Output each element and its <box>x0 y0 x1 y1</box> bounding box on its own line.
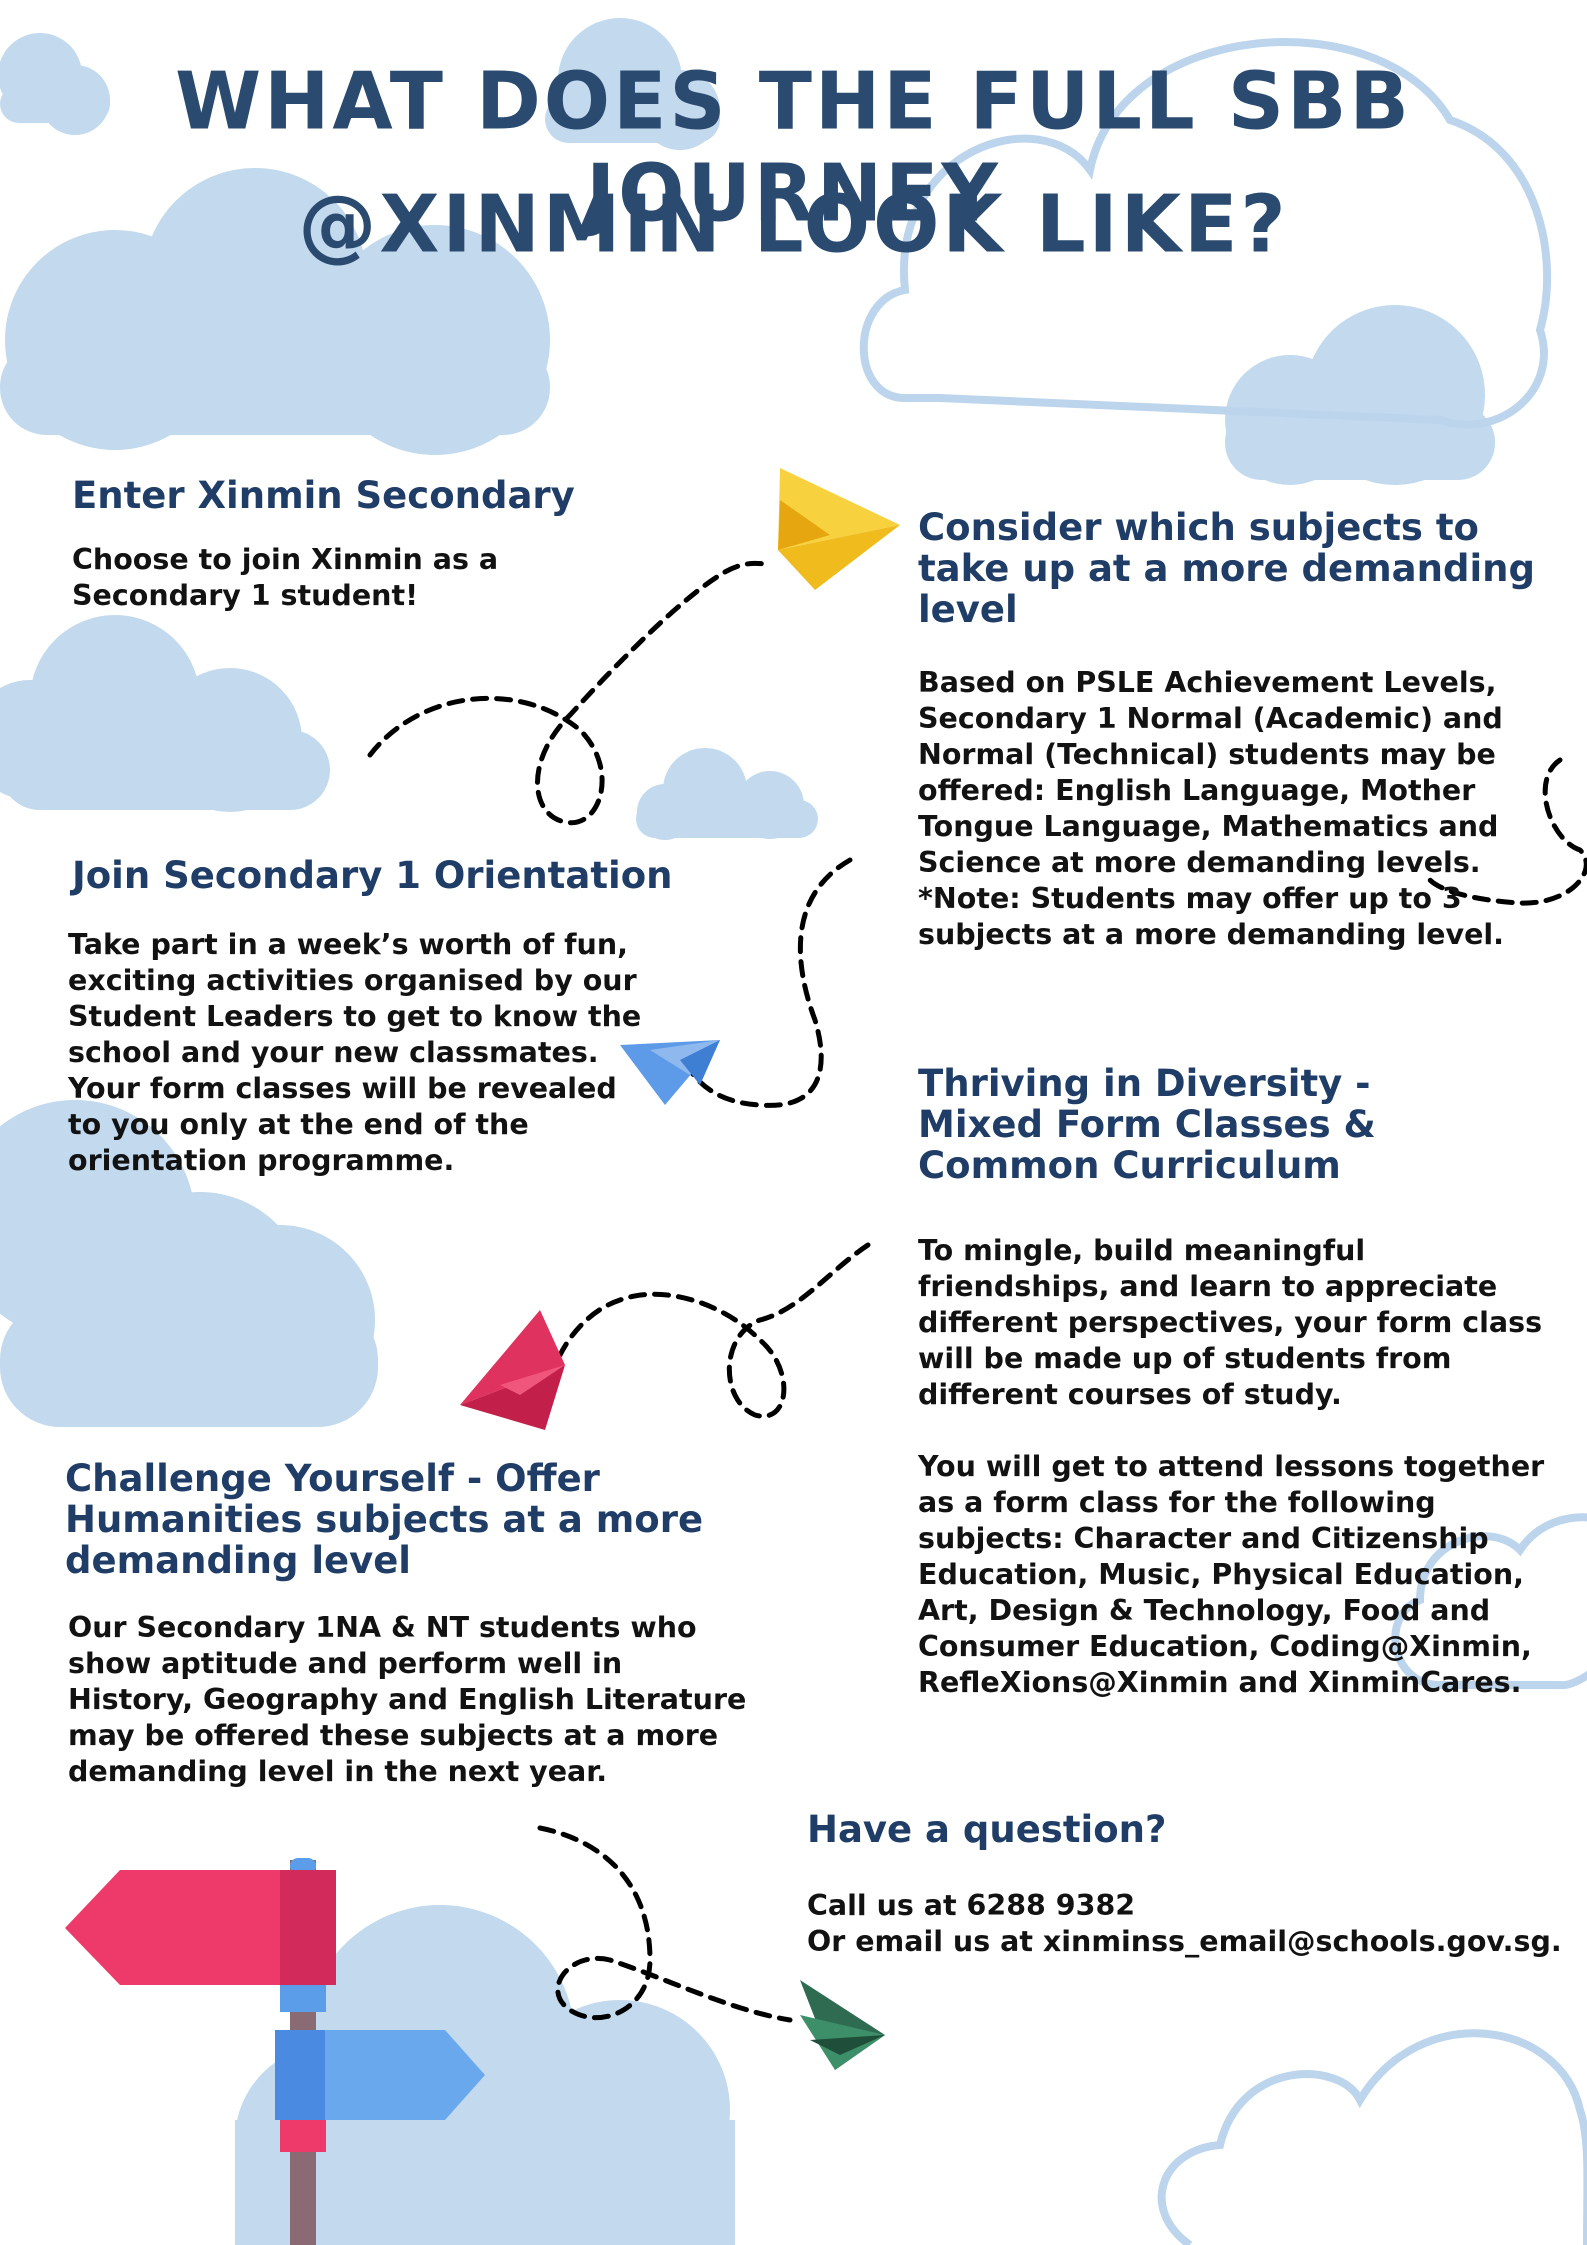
section-heading-diversity: Thriving in Diversity - Mixed Form Class… <box>918 1062 1376 1187</box>
section-body-orientation: Take part in a week’s worth of fun, exci… <box>68 928 642 1177</box>
dashed-flight-path <box>537 1825 793 2023</box>
dashed-flight-path <box>1427 757 1587 906</box>
signpost-icon <box>65 1858 485 2245</box>
paper-plane-icon <box>620 1040 720 1105</box>
dashed-flight-path <box>557 1242 871 1419</box>
cloud-icon <box>545 18 720 150</box>
page-title: WHAT DOES THE FULL SBB JOURNEY <box>175 56 1412 240</box>
cloud-icon <box>636 748 818 840</box>
cloud-icon <box>0 168 550 455</box>
cloud-icon <box>0 1100 378 1427</box>
cloud-icon <box>1157 2029 1587 2245</box>
dashed-flight-path <box>367 560 773 826</box>
section-body-consider: Based on PSLE Achievement Levels, Second… <box>918 666 1505 951</box>
section-heading-enter: Enter Xinmin Secondary <box>72 474 575 517</box>
section-heading-consider: Consider which subjects to take up at a … <box>918 506 1535 631</box>
cloud-icon <box>0 615 330 812</box>
dashed-flight-path <box>687 857 853 1108</box>
cloud-icon <box>859 38 1552 429</box>
section-body-enter: Choose to join Xinmin as a Secondary 1 s… <box>72 543 499 612</box>
paper-plane-icon <box>778 468 900 590</box>
section-body-diversity-2: You will get to attend lessons together … <box>918 1450 1545 1699</box>
page-title: @XINMIN LOOK LIKE? <box>298 179 1289 271</box>
paper-plane-icon <box>800 1980 885 2070</box>
section-heading-question: Have a question? <box>807 1808 1167 1851</box>
cloud-icon <box>1225 305 1495 485</box>
cloud-icon <box>1391 1513 1587 1690</box>
section-heading-challenge: Challenge Yourself - Offer Humanities su… <box>65 1457 704 1582</box>
section-heading-orientation: Join Secondary 1 Orientation <box>72 854 673 897</box>
contact-info: Call us at 6288 9382 Or email us at xinm… <box>807 1889 1562 1958</box>
section-body-diversity-1: To mingle, build meaningful friendships,… <box>918 1234 1543 1411</box>
section-body-challenge: Our Secondary 1NA & NT students who show… <box>68 1611 747 1788</box>
cloud-icon <box>0 33 110 135</box>
paper-plane-icon <box>460 1310 565 1430</box>
